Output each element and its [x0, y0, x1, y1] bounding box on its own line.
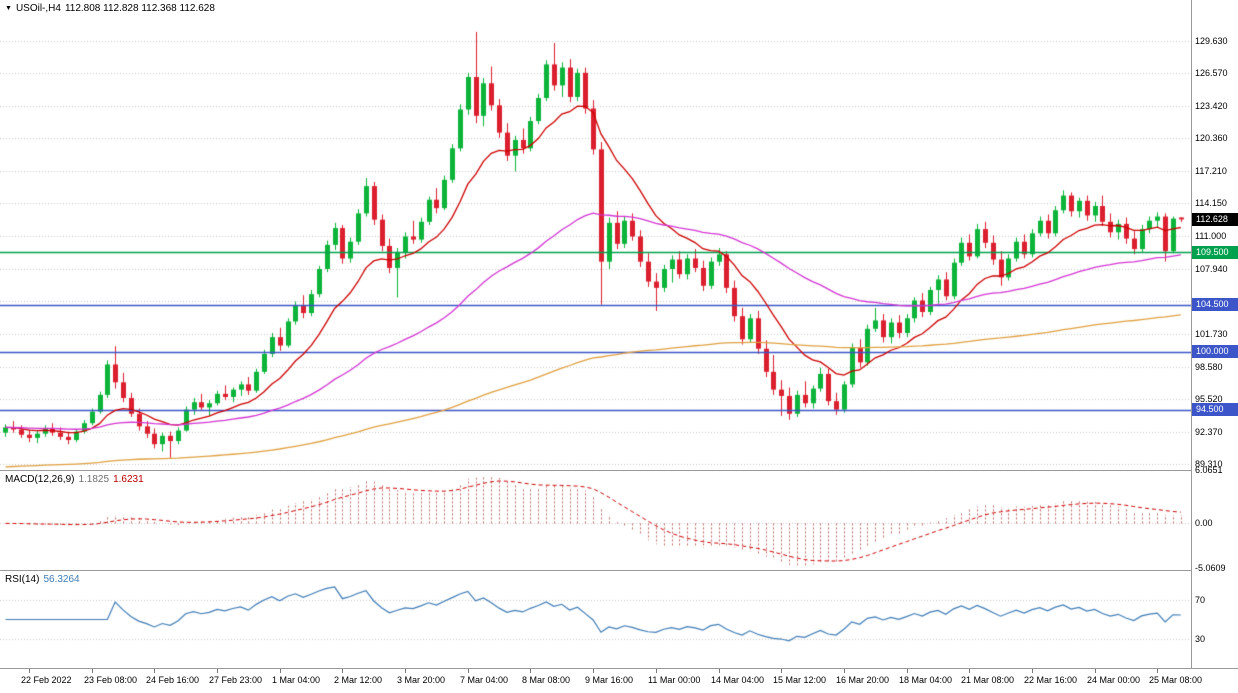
candlestick-chart-canvas[interactable] — [0, 0, 1191, 470]
time-label: 2 Mar 12:00 — [334, 675, 383, 685]
rsi-value: 56.3264 — [43, 574, 80, 585]
time-tick-mark — [1032, 669, 1033, 673]
time-label: 18 Mar 04:00 — [899, 675, 953, 685]
price-tick-label: 126.570 — [1195, 68, 1228, 78]
time-tick-mark — [530, 669, 531, 673]
time-label: 22 Feb 2022 — [21, 675, 72, 685]
time-label: 11 Mar 00:00 — [648, 675, 701, 685]
time-tick-mark — [781, 669, 782, 673]
current-price-badge: 112.628 — [1192, 213, 1238, 226]
time-tick-mark — [1157, 669, 1158, 673]
time-label: 25 Mar 08:00 — [1149, 675, 1203, 685]
time-label: 21 Mar 08:00 — [961, 675, 1015, 685]
chart-dropdown-icon[interactable]: ▼ — [5, 5, 12, 12]
price-tick-label: 101.730 — [1195, 329, 1228, 339]
time-label: 3 Mar 20:00 — [397, 675, 446, 685]
macd-tick-label: 0.00 — [1195, 518, 1213, 528]
time-label: 22 Mar 16:00 — [1024, 675, 1078, 685]
price-tick-label: 117.210 — [1195, 166, 1227, 176]
time-tick-mark — [92, 669, 93, 673]
time-label: 9 Mar 16:00 — [585, 675, 634, 685]
price-tick-label: 111.000 — [1195, 231, 1227, 241]
price-tick-label: 120.360 — [1195, 133, 1228, 143]
time-tick-mark — [1095, 669, 1096, 673]
time-tick-mark — [154, 669, 155, 673]
time-tick-mark — [405, 669, 406, 673]
rsi-level-label: 30 — [1195, 634, 1206, 644]
price-tick-label: 114.150 — [1195, 198, 1227, 208]
time-tick-mark — [969, 669, 970, 673]
price-tick-label: 107.940 — [1195, 264, 1228, 274]
pane-divider[interactable] — [0, 570, 1238, 571]
price-level-badge: 104.500 — [1192, 298, 1238, 311]
macd-signal-value: 1.6231 — [113, 474, 144, 485]
time-tick-mark — [468, 669, 469, 673]
macd-pane[interactable]: MACD(12,26,9) 1.1825 1.6231 — [0, 471, 1191, 570]
price-level-badge: 109.500 — [1192, 246, 1238, 259]
time-tick-mark — [656, 669, 657, 673]
time-tick-mark — [280, 669, 281, 673]
macd-label: MACD(12,26,9) 1.1825 1.6231 — [5, 474, 148, 485]
macd-main-value: 1.1825 — [78, 474, 110, 485]
time-tick-mark — [844, 669, 845, 673]
rsi-level-label: 70 — [1195, 595, 1206, 605]
price-level-badge: 100.000 — [1192, 345, 1238, 358]
pane-divider[interactable] — [0, 470, 1238, 471]
price-tick-label: 98.580 — [1195, 362, 1223, 372]
macd-tick-label: 6.0651 — [1195, 465, 1223, 475]
time-tick-mark — [217, 669, 218, 673]
time-tick-mark — [907, 669, 908, 673]
rsi-label: RSI(14) 56.3264 — [5, 574, 84, 585]
chart-title: ▼ USOil-,H4 112.808 112.828 112.368 112.62… — [5, 3, 219, 14]
price-axis[interactable]: 129.630 126.570 123.420 120.360 117.210 114.1… — [1191, 0, 1238, 668]
time-label: 24 Mar 00:00 — [1087, 675, 1141, 685]
price-tick-label: 92.370 — [1195, 427, 1223, 437]
price-tick-label: 129.630 — [1195, 36, 1228, 46]
time-axis[interactable]: 22 Feb 2022 23 Feb 08:00 24 Feb 16:00 27 Fe… — [0, 669, 1238, 693]
time-label: 15 Mar 12:00 — [773, 675, 827, 685]
time-label: 16 Mar 20:00 — [836, 675, 890, 685]
time-label: 1 Mar 04:00 — [272, 675, 321, 685]
rsi-name: RSI(14) — [5, 574, 40, 585]
time-label: 8 Mar 08:00 — [522, 675, 571, 685]
ohlc-values: 112.808 112.828 112.368 112.628 — [64, 3, 215, 14]
time-tick-mark — [719, 669, 720, 673]
time-tick-mark — [342, 669, 343, 673]
time-label: 14 Mar 04:00 — [711, 675, 765, 685]
price-tick-label: 123.420 — [1195, 101, 1228, 111]
price-tick-label: 95.520 — [1195, 394, 1223, 404]
time-label: 7 Mar 04:00 — [460, 675, 509, 685]
macd-name: MACD(12,26,9) — [5, 474, 75, 485]
time-tick-mark — [593, 669, 594, 673]
price-level-badge: 94.500 — [1192, 403, 1238, 416]
rsi-pane[interactable]: RSI(14) 56.3264 — [0, 571, 1191, 668]
macd-chart-canvas[interactable] — [0, 471, 1191, 570]
rsi-chart-canvas[interactable] — [0, 571, 1191, 668]
time-label: 23 Feb 08:00 — [84, 675, 138, 685]
price-pane[interactable]: ▼ USOil-,H4 112.808 112.828 112.368 112.62… — [0, 0, 1191, 470]
macd-tick-label: -5.0609 — [1195, 563, 1226, 573]
time-tick-mark — [29, 669, 30, 673]
time-axis-separator — [0, 668, 1238, 669]
time-label: 27 Feb 23:00 — [209, 675, 263, 685]
symbol-period-label: USOil-,H4 — [15, 3, 61, 14]
price-tick-label: 89.310 — [1195, 459, 1223, 469]
time-label: 24 Feb 16:00 — [146, 675, 200, 685]
